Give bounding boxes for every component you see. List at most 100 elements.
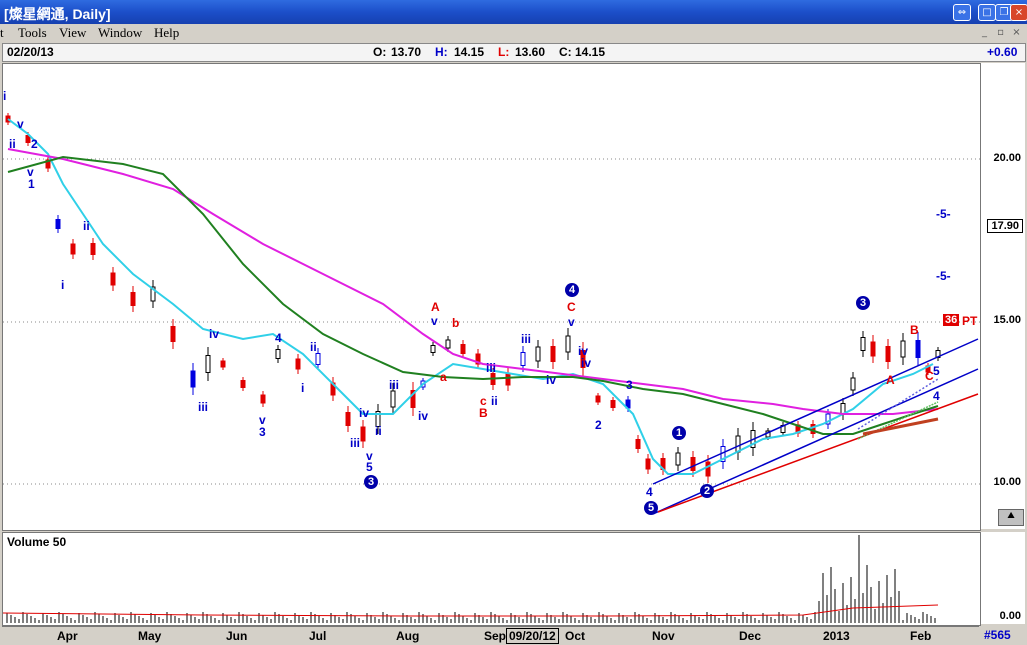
wave-circle-marker: 5 [644,501,658,515]
inner-close-icon[interactable]: × [1012,27,1021,38]
candlesticks [5,113,941,483]
menu-item-help[interactable]: Help [154,25,180,40]
bar-count: #565 [984,628,1011,642]
candle-body [70,243,76,255]
candle-body [410,390,416,408]
candle-body [295,358,301,370]
menu-bar: t Tools View Window Help _ ▫ × [0,24,1027,42]
trend-channel-lines [652,338,979,515]
candle-body [150,286,156,302]
price-axis-label: 15.00 [993,314,1021,326]
chart-tool-icon[interactable]: ⛰ [998,509,1024,526]
date-cursor-box: 09/20/12 [506,628,559,644]
price-chart[interactable]: i ii v v 1 2 ii i iii iv v 3 4 ii i iii … [2,63,981,531]
candle-body [675,452,681,466]
wave-label: -5- [936,207,951,221]
candle-body [90,243,96,255]
date-label: Nov [652,629,675,643]
candle-body [580,350,586,368]
date-axis: Apr May Jun Jul Aug Sep 09/20/12 Oct Nov… [2,626,979,644]
wave-label: v [259,413,266,427]
grid-lines [3,158,980,485]
wave-label: i [61,278,65,292]
change-value: +0.60 [987,45,1018,59]
date-label: Jun [226,629,248,643]
candle-body [345,412,351,426]
candle-body [885,346,891,362]
high-value: 14.15 [454,45,485,59]
candle-body [635,439,641,449]
candle-body [315,353,321,365]
wave-label: iii [389,378,400,392]
green-fan-line [857,401,939,440]
wave-label: 3 [626,378,633,392]
wave-label: 1 [28,177,35,191]
wave-label: 4 [646,485,653,499]
wave-label: iii [521,332,532,346]
candle-body [535,346,541,362]
candle-body [645,458,651,470]
high-label: H: [435,45,448,59]
date-label: Oct [565,629,586,643]
price-chart-canvas [3,113,980,515]
open-value: 13.70 [391,45,422,59]
green-ma-line [7,155,939,435]
volume-bars [6,535,936,623]
wave-label: ii [9,137,16,151]
wave-circle-marker: 3 [364,475,378,489]
candle-body [190,370,196,388]
wave-label: 4 [275,331,282,345]
candle-body [170,326,176,342]
wave-label: i [301,381,305,395]
window-title: [燦星網通, Daily] [4,6,111,22]
quote-date: 02/20/13 [7,45,54,59]
open-label: O: [373,45,387,59]
menu-item-view[interactable]: View [59,25,87,40]
volume-pane[interactable]: Volume 50 [2,532,981,626]
candle-body [870,341,876,357]
upper-channel-line [652,338,979,485]
wave-circle-marker: 2 [700,484,714,498]
menu-item-window[interactable]: Window [98,25,143,40]
close-button[interactable]: × [1010,4,1027,21]
volume-axis: 0.00 [980,532,1025,624]
wave-label: ii [83,219,90,233]
wave-label: 3 [259,425,266,439]
price-axis: 20.00 15.00 10.00 17.90 36 PT ⛰ [943,63,1025,529]
candle-body [220,360,226,368]
wave-circle-marker: 1 [672,426,686,440]
wave-label: v [431,314,438,328]
wave-label: 4 [933,389,940,403]
maximize-button[interactable]: □ [978,4,996,21]
wave-label: i [3,89,7,103]
candle-body [375,411,381,427]
wave-label-red: B [910,323,919,337]
candle-body [110,272,116,286]
candle-body [240,380,246,388]
restore-button[interactable]: ⇔ [953,4,971,21]
wave-label: 5 [366,460,373,474]
inner-minimize-icon[interactable]: _ [982,27,987,38]
magenta-ma-line [7,148,939,415]
wave-label-red: B [479,406,488,420]
date-label: Dec [739,629,762,643]
date-label: Jul [309,629,327,643]
candle-body [735,435,741,453]
candle-body [205,355,211,373]
inner-maximize-icon[interactable]: ▫ [997,27,1004,38]
wave-label: ii [375,424,382,438]
candle-body [445,339,451,349]
volume-axis-label: 0.00 [999,610,1021,622]
menu-item-tools[interactable]: Tools [18,25,47,40]
candle-body [705,461,711,477]
wave-label: ii [491,394,498,408]
wave-label: 5 [933,364,940,378]
menu-item-truncated[interactable]: t [0,25,4,40]
volume-canvas [2,535,939,623]
price-axis-label: 10.00 [993,476,1021,488]
wave-label: iv [546,373,557,387]
candle-body [25,135,31,143]
date-label: Sep [484,629,507,643]
wave-label-red: b [452,316,460,330]
wave-label: v [568,315,575,329]
